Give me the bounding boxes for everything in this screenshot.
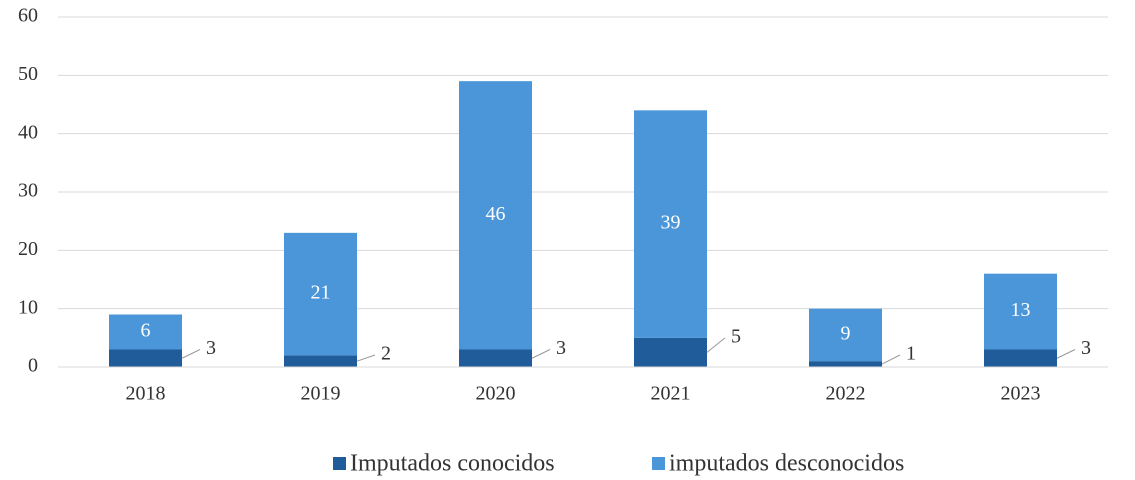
data-label: 3 <box>206 337 216 359</box>
bar-segment <box>809 308 882 362</box>
bar-segment <box>459 81 532 350</box>
data-label: 3 <box>556 337 566 359</box>
bar-segment <box>109 349 182 367</box>
data-label: 39 <box>661 212 681 234</box>
data-label: 21 <box>311 282 331 304</box>
y-tick-label: 10 <box>18 296 38 318</box>
x-tick-label: 2022 <box>826 383 866 405</box>
data-label: 6 <box>141 320 151 342</box>
x-tick-label: 2019 <box>301 383 341 405</box>
x-tick-label: 2021 <box>651 383 691 405</box>
legend-swatch <box>652 457 665 470</box>
data-label: 2 <box>381 343 391 365</box>
leader-line <box>531 349 551 359</box>
data-label: 9 <box>841 323 851 345</box>
y-tick-label: 40 <box>18 121 38 143</box>
leader-line <box>1056 349 1076 359</box>
bar-segment <box>284 232 357 356</box>
legend-label: imputados desconocidos <box>669 451 904 477</box>
bar-segment <box>984 349 1057 367</box>
bar-segment <box>634 337 707 367</box>
data-label: 46 <box>486 203 506 225</box>
data-label: 5 <box>731 325 741 347</box>
legend-swatch <box>333 457 346 470</box>
bar-segment <box>284 355 357 367</box>
bar-segment <box>109 314 182 350</box>
bar-segment <box>984 273 1057 350</box>
leader-line <box>181 349 201 359</box>
x-tick-label: 2018 <box>126 383 166 405</box>
legend-label: Imputados conocidos <box>350 451 555 477</box>
y-tick-label: 0 <box>28 355 38 377</box>
bar-segment <box>459 349 532 367</box>
data-label: 3 <box>1081 337 1091 359</box>
x-tick-label: 2023 <box>1001 383 1041 405</box>
leader-line <box>356 354 376 362</box>
y-tick-label: 20 <box>18 238 38 260</box>
leader-line <box>881 354 901 365</box>
y-tick-label: 50 <box>18 63 38 85</box>
data-label: 13 <box>1011 299 1031 321</box>
y-tick-label: 30 <box>18 180 38 202</box>
bar-segment <box>809 361 882 367</box>
leader-line <box>706 337 726 353</box>
bar-segment <box>634 110 707 338</box>
x-tick-label: 2020 <box>476 383 516 405</box>
data-label: 1 <box>906 343 916 365</box>
y-tick-label: 60 <box>18 5 38 27</box>
